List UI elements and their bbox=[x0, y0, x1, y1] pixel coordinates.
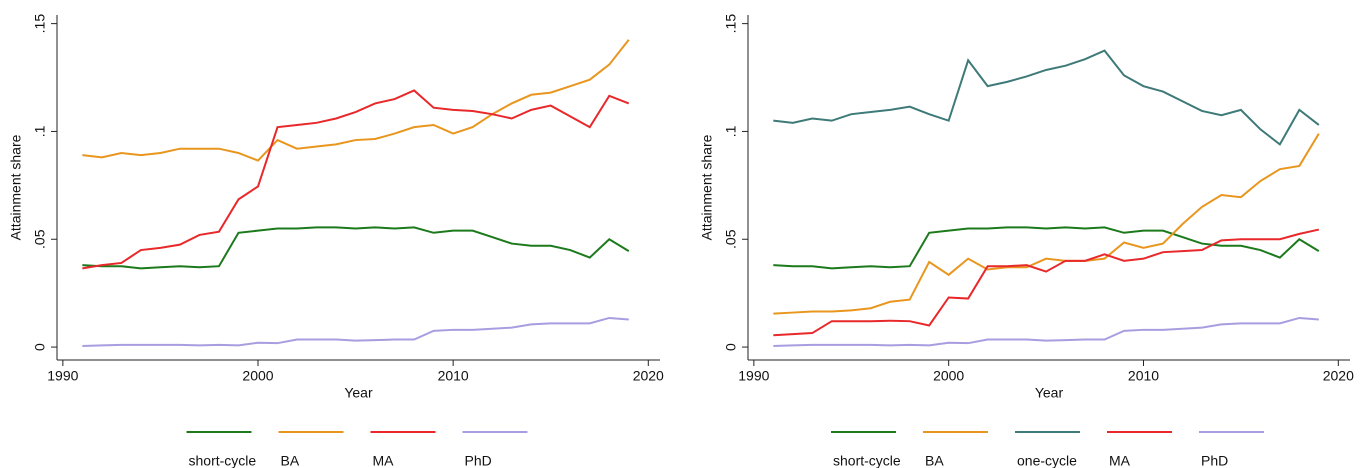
x-tick-label: 2000 bbox=[933, 368, 964, 384]
y-tick-label: 0 bbox=[723, 343, 739, 351]
y-tick-label: .15 bbox=[723, 14, 739, 34]
x-tick-label: 2020 bbox=[633, 368, 664, 384]
x-tick-label: 2010 bbox=[1128, 368, 1159, 384]
series-line bbox=[773, 316, 1319, 347]
x-tick-label: 1990 bbox=[47, 368, 78, 384]
legend-label: MA bbox=[373, 453, 395, 468]
legend-label: MA bbox=[1109, 453, 1131, 468]
legend-label: BA bbox=[281, 453, 300, 468]
x-tick-label: 1990 bbox=[738, 368, 769, 384]
series-line bbox=[82, 316, 629, 347]
y-axis-title: Attainment share bbox=[8, 134, 24, 240]
legend-label: BA bbox=[925, 453, 944, 468]
x-tick-label: 2020 bbox=[1323, 368, 1354, 384]
legend-label: PhD bbox=[465, 453, 492, 468]
y-tick-label: .1 bbox=[723, 125, 739, 137]
y-tick-label: .1 bbox=[32, 125, 48, 137]
series-line bbox=[773, 133, 1320, 315]
x-tick-label: 2010 bbox=[438, 368, 469, 384]
series-line bbox=[82, 226, 630, 270]
series-line bbox=[773, 226, 1320, 270]
x-axis-title: Year bbox=[344, 385, 373, 401]
x-tick-label: 2000 bbox=[242, 368, 273, 384]
legend-label: short-cycle bbox=[189, 453, 257, 468]
x-axis-title: Year bbox=[1035, 385, 1064, 401]
series-line bbox=[773, 228, 1320, 337]
y-tick-label: .05 bbox=[723, 229, 739, 249]
y-axis-title: Attainment share bbox=[699, 134, 715, 240]
series-line bbox=[82, 89, 630, 270]
legend-label: one-cycle bbox=[1017, 453, 1077, 468]
y-tick-label: .15 bbox=[32, 14, 48, 34]
y-tick-label: 0 bbox=[32, 343, 48, 351]
legend-label: PhD bbox=[1201, 453, 1228, 468]
series-line bbox=[773, 49, 1320, 146]
legend-label: short-cycle bbox=[833, 453, 901, 468]
series-line bbox=[82, 39, 630, 162]
y-tick-label: .05 bbox=[32, 229, 48, 249]
